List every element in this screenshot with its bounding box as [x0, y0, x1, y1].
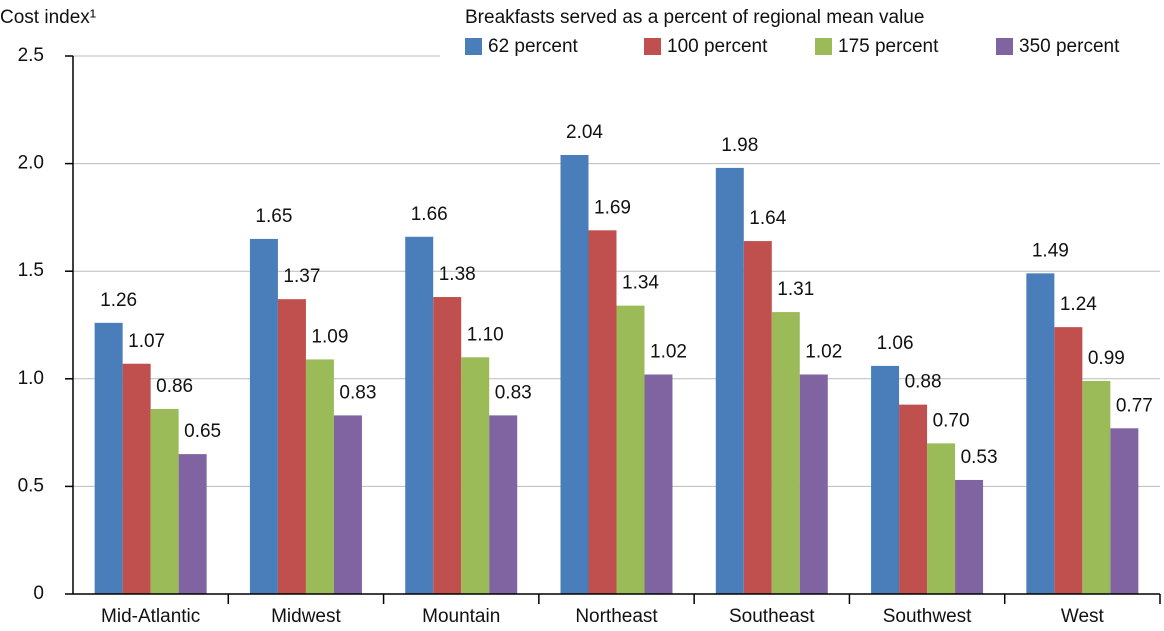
data-label: 1.02: [805, 342, 842, 363]
data-label: 0.86: [156, 376, 193, 397]
data-label: 0.88: [905, 372, 942, 393]
bar: [955, 479, 984, 594]
y-tick-label: 1.0: [18, 368, 44, 389]
data-label: 1.65: [255, 206, 292, 227]
bar: [249, 238, 278, 595]
y-tick-label: 0.5: [18, 475, 44, 496]
data-label: 2.04: [566, 122, 603, 143]
bar: [616, 305, 645, 594]
x-tick-label: Southwest: [883, 606, 972, 627]
bar: [560, 154, 589, 594]
bar: [150, 408, 179, 594]
data-label: 1.31: [777, 279, 814, 300]
bar: [1082, 380, 1111, 594]
bar: [461, 357, 490, 594]
x-tick-label: Northeast: [575, 606, 658, 627]
x-tick-label: Southeast: [729, 606, 815, 627]
bar: [1054, 327, 1083, 594]
x-tick-label: Midwest: [271, 606, 341, 627]
bar: [333, 415, 362, 594]
data-label: 1.49: [1032, 240, 1069, 261]
bar: [305, 359, 334, 594]
legend-background: [440, 0, 1164, 64]
bar: [122, 363, 151, 594]
legend-label: 100 percent: [667, 36, 768, 57]
data-label: 1.24: [1060, 294, 1097, 315]
data-label: 0.83: [339, 382, 376, 403]
x-tick-label: Mountain: [422, 606, 500, 627]
bar: [871, 365, 900, 594]
legend-swatch: [644, 38, 661, 55]
data-label: 1.09: [311, 326, 348, 347]
y-tick-label: 2.5: [18, 45, 44, 66]
legend-title: Breakfasts served as a percent of region…: [465, 7, 924, 28]
y-tick-label: 2.0: [18, 153, 44, 174]
legend-label: 175 percent: [838, 36, 939, 57]
bar: [799, 374, 828, 594]
bar: [277, 299, 306, 594]
data-label: 1.98: [721, 135, 758, 156]
bar: [178, 454, 207, 594]
y-axis-label: Cost index¹: [0, 7, 96, 28]
bar: [433, 297, 462, 594]
data-label: 1.07: [128, 331, 165, 352]
x-tick-label: Mid-Atlantic: [101, 606, 200, 627]
data-label: 0.83: [495, 382, 532, 403]
data-label: 1.34: [622, 273, 659, 294]
data-label: 1.02: [650, 342, 687, 363]
data-label: 0.65: [184, 421, 221, 442]
x-tick-label: West: [1061, 606, 1105, 627]
legend-label: 62 percent: [488, 36, 579, 57]
legend-swatch: [465, 38, 482, 55]
bar: [644, 374, 673, 594]
data-label: 0.77: [1116, 395, 1153, 416]
legend-swatch: [815, 38, 832, 55]
bar: [743, 241, 772, 594]
data-label: 1.64: [749, 208, 786, 229]
bar: [927, 443, 956, 594]
y-tick-label: 1.5: [18, 260, 44, 281]
legend-label: 350 percent: [1019, 36, 1120, 57]
data-label: 0.99: [1088, 348, 1125, 369]
bar: [588, 230, 617, 594]
data-label: 1.38: [439, 264, 476, 285]
data-label: 1.69: [594, 197, 631, 218]
bar: [489, 415, 518, 594]
bar: [1110, 428, 1139, 594]
data-label: 0.70: [933, 410, 970, 431]
data-label: 1.06: [877, 333, 914, 354]
data-label: 1.37: [283, 266, 320, 287]
bar: [899, 404, 928, 594]
bar: [715, 167, 744, 595]
legend-swatch: [996, 38, 1013, 55]
data-label: 0.53: [961, 447, 998, 468]
bar: [771, 312, 800, 594]
bar: [1026, 273, 1055, 594]
data-label: 1.10: [467, 324, 504, 345]
bar: [405, 236, 434, 594]
data-label: 1.66: [411, 204, 448, 225]
data-label: 1.26: [100, 290, 137, 311]
y-tick-label: 0: [33, 583, 44, 604]
bar: [94, 322, 123, 594]
